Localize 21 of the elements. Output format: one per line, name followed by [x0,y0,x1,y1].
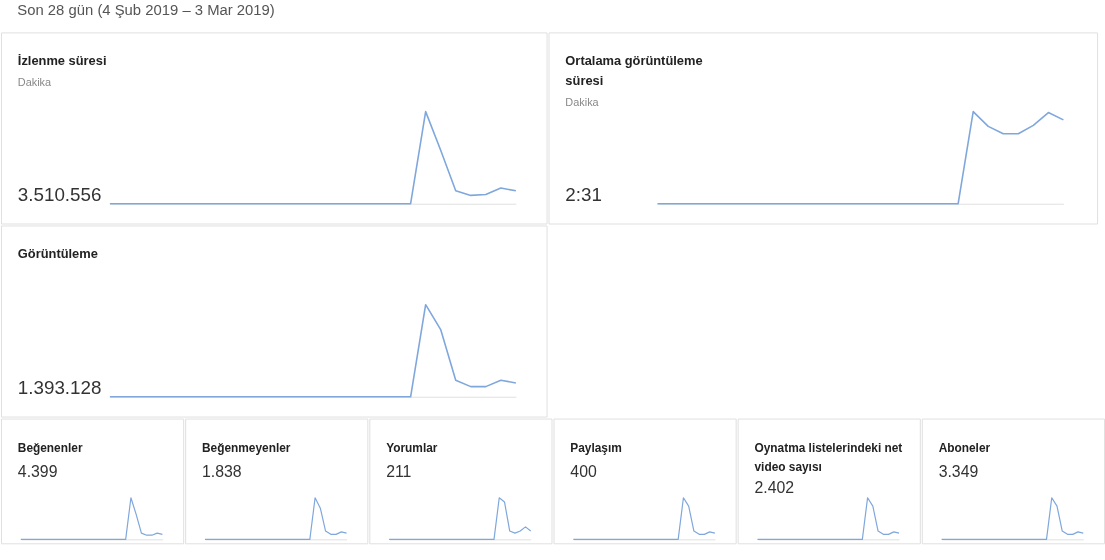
chart-title: Oynatma listelerindeki net video sayısı [754,441,903,475]
chart-title: Beğenenler [17,441,83,456]
text: 400 [570,462,597,480]
chart-title: Aboneler [938,441,991,456]
chart-title: Görüntüleme [17,246,98,262]
chart-subtitle: Dakika [17,75,53,88]
text: 2.402 [754,478,795,496]
chart-subtitle: Dakika [565,95,600,108]
text: 4.399 [17,462,58,480]
chart-title: Yorumlar [386,441,438,456]
chart-title: Ortalama görüntüleme süresi [565,53,703,88]
text: Son 28 gün (4 Şub 2019 – 3 Mar 2019) [17,2,275,19]
text: 3.510.556 [17,183,102,205]
text: 1.393.128 [17,376,102,398]
chart-title: Beğenmeyenler [201,441,291,456]
text: 2:31 [565,183,602,205]
chart-title: İzlenme süresi [17,53,107,69]
text: 211 [386,462,412,480]
text: 1.838 [201,462,242,480]
text: 3.349 [938,462,979,480]
chart-title: Paylaşım [570,441,622,456]
